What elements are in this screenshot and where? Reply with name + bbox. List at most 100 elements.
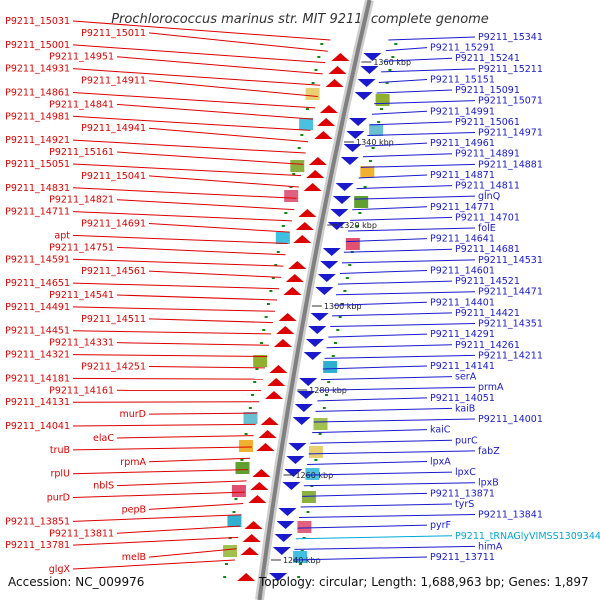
reverse-gene [274,534,293,542]
gene-mark [325,394,329,396]
left-gene-label: P9211_15031 [5,16,70,27]
forward-gene [314,131,333,139]
right-gene-label: P9211_14601 [430,265,495,276]
left-leader-line [116,151,304,165]
feature-block [305,88,320,100]
right-leader-line [378,78,428,83]
left-leader-line [148,32,328,52]
gene-mark [358,212,362,214]
reverse-gene [278,508,297,516]
right-gene-label: P9211_15091 [455,85,520,96]
reverse-gene [343,144,362,152]
feature-block [354,196,369,208]
left-leader-line [72,491,245,499]
forward-gene [237,573,256,581]
forward-gene [298,209,317,217]
left-leader-line [148,270,282,278]
right-leader-line [307,460,428,465]
left-leader-line [72,139,306,154]
forward-gene [317,118,336,126]
gene-mark [311,82,315,84]
left-gene-label: elaC [93,433,114,444]
left-gene-label: melB [122,552,146,563]
left-gene-label: P9211_13781 [5,540,70,551]
right-gene-label: prmA [478,382,504,393]
reverse-gene [288,443,307,451]
gene-mark [371,147,375,149]
feature-block [323,361,338,373]
gene-mark [314,459,318,461]
kbp-tick-label: 1240 kbp [283,556,321,565]
topology-text: Topology: circular; Length: 1,688,963 bp… [258,575,589,589]
reverse-gene [269,573,288,581]
gene-mark [289,186,293,188]
forward-gene [258,430,277,438]
left-gene-label: P9211_14941 [81,123,146,134]
left-leader-line [148,548,237,558]
feature-block [223,545,238,557]
left-gene-label: P9211_14251 [81,361,146,372]
forward-gene [285,274,304,282]
gene-mark [300,134,304,136]
left-gene-label: murD [120,409,147,420]
left-gene-label: P9211_14841 [49,99,114,110]
right-gene-label: P9211_14641 [430,234,495,245]
right-gene-label: P9211_14701 [455,212,520,223]
right-leader-line [343,248,453,253]
forward-gene [325,79,344,87]
forward-gene [331,53,350,61]
right-gene-label: fabZ [478,446,500,457]
right-leader-line [330,323,476,328]
right-gene-label: P9211_15241 [455,53,520,64]
left-gene-label: P9211_14331 [49,338,114,349]
kbp-tick-label: 1360 kbp [373,58,411,67]
left-gene-label: P9211_14931 [5,64,70,75]
gene-mark [379,108,383,110]
left-gene-label: P9211_15051 [5,159,70,170]
left-leader-line [72,258,284,267]
right-leader-line [362,153,453,158]
kbp-tick-label: 1320 kbp [339,221,377,230]
gene-mark [223,576,227,578]
right-gene-label: P9211_14211 [478,350,543,361]
left-gene-label: P9211_14511 [81,314,146,325]
genome-title: Prochlorococcus marinus str. MIT 9211, c… [111,12,489,27]
reverse-gene [360,66,379,74]
gene-mark [305,108,309,110]
reverse-gene [327,222,346,230]
right-leader-line [299,514,476,519]
feature-block [345,238,360,250]
right-gene-label: P9211_14401 [430,297,495,308]
gene-mark [269,290,273,292]
left-leader-line [148,412,258,415]
gene-mark [343,290,347,292]
gene-mark [276,251,280,253]
feature-block [360,166,375,178]
right-gene-label: P9211_14531 [478,255,543,266]
left-leader-line [148,318,273,324]
right-leader-line [297,524,428,529]
right-leader-line [358,174,428,179]
left-leader-line [148,365,265,369]
gene-mark [348,264,352,266]
forward-gene [265,391,284,399]
forward-gene [248,495,267,503]
kbp-tick-label: 1260 kbp [295,471,333,480]
reverse-gene [286,456,305,464]
feature-block [369,124,384,136]
left-leader-line [116,480,247,487]
right-gene-label: P9211_14971 [478,128,543,139]
gene-mark [368,160,372,162]
gene-mark [327,381,331,383]
left-leader-line [116,246,286,256]
gene-features [223,43,398,581]
gene-mark [274,264,278,266]
left-gene-label: purD [47,493,70,504]
reverse-gene [332,196,351,204]
right-gene-label: lpxB [478,478,499,489]
reverse-gene [282,482,301,490]
reverse-gene [292,417,311,425]
feature-block [227,515,242,527]
right-gene-label: P9211_14521 [455,276,520,287]
